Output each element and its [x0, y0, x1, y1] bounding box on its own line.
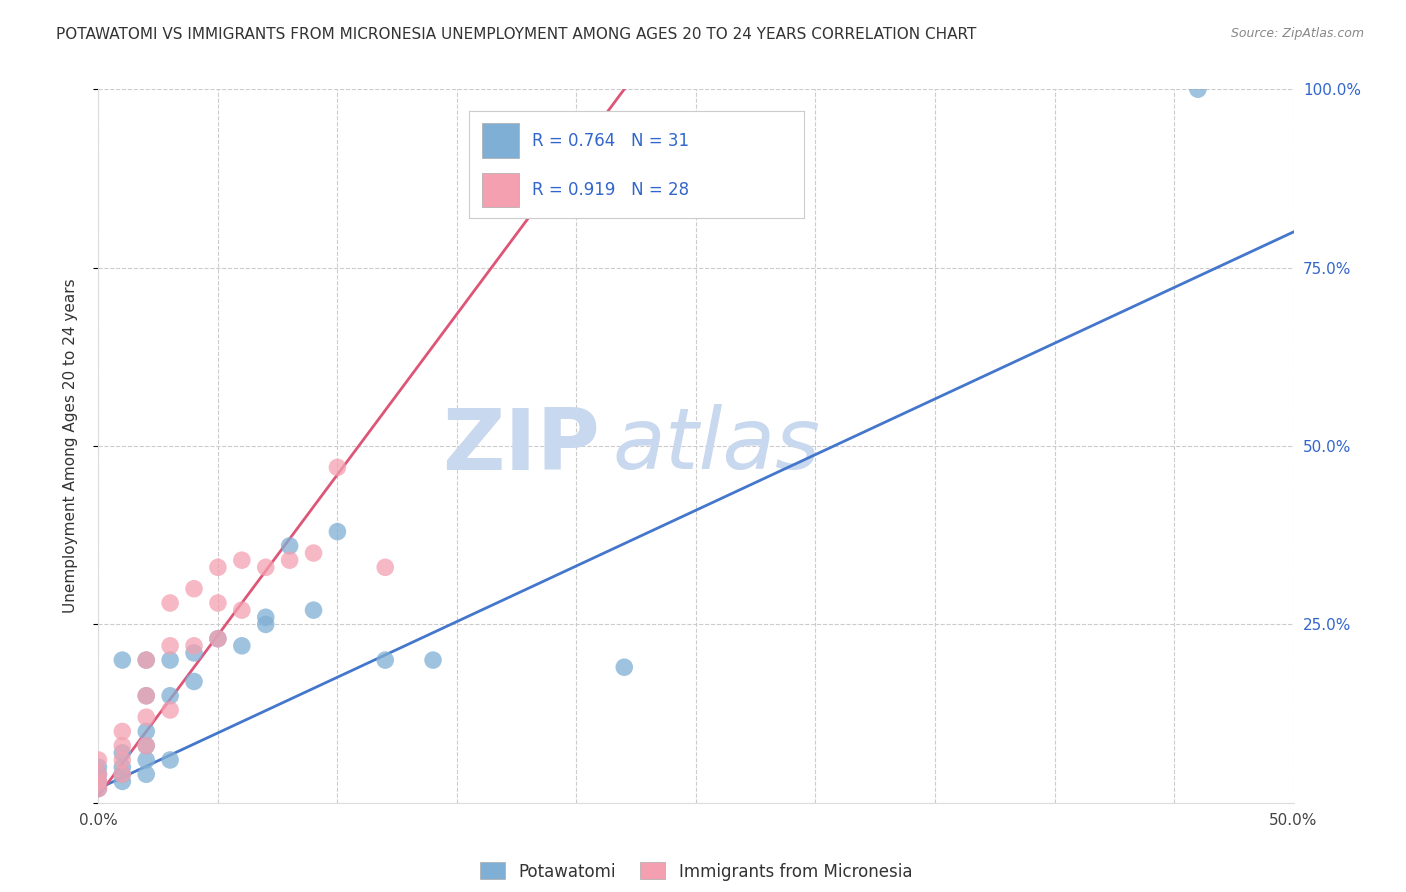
Point — [374, 560, 396, 574]
Point — [135, 739, 157, 753]
Point — [207, 632, 229, 646]
Point — [111, 746, 134, 760]
Point — [87, 781, 110, 796]
Text: ZIP: ZIP — [443, 404, 600, 488]
Point — [231, 553, 253, 567]
Point — [111, 753, 134, 767]
Point — [159, 753, 181, 767]
Point — [135, 653, 157, 667]
Point — [111, 760, 134, 774]
Point — [87, 774, 110, 789]
Point — [87, 760, 110, 774]
Point — [159, 653, 181, 667]
Point — [254, 610, 277, 624]
Point — [302, 603, 325, 617]
Point — [326, 460, 349, 475]
Point — [207, 560, 229, 574]
Point — [135, 689, 157, 703]
Point — [183, 674, 205, 689]
Point — [135, 710, 157, 724]
Point — [135, 767, 157, 781]
Point — [111, 767, 134, 781]
Point — [231, 603, 253, 617]
Point — [111, 767, 134, 781]
Legend: Potawatomi, Immigrants from Micronesia: Potawatomi, Immigrants from Micronesia — [472, 855, 920, 888]
Point — [207, 596, 229, 610]
Point — [278, 553, 301, 567]
Point — [207, 632, 229, 646]
Point — [183, 639, 205, 653]
Point — [111, 724, 134, 739]
Point — [422, 653, 444, 667]
Point — [111, 653, 134, 667]
Point — [494, 118, 516, 132]
Text: atlas: atlas — [613, 404, 820, 488]
Text: Source: ZipAtlas.com: Source: ZipAtlas.com — [1230, 27, 1364, 40]
Point — [87, 774, 110, 789]
Text: POTAWATOMI VS IMMIGRANTS FROM MICRONESIA UNEMPLOYMENT AMONG AGES 20 TO 24 YEARS : POTAWATOMI VS IMMIGRANTS FROM MICRONESIA… — [56, 27, 977, 42]
Point — [111, 774, 134, 789]
Point — [231, 639, 253, 653]
Point — [159, 689, 181, 703]
Point — [613, 660, 636, 674]
Point — [87, 767, 110, 781]
Point — [135, 653, 157, 667]
Point — [1187, 82, 1209, 96]
Point — [254, 617, 277, 632]
Point — [135, 724, 157, 739]
Point — [87, 767, 110, 781]
Point — [302, 546, 325, 560]
Point — [111, 739, 134, 753]
Point — [374, 653, 396, 667]
Point — [278, 539, 301, 553]
Point — [159, 596, 181, 610]
Point — [159, 703, 181, 717]
Point — [87, 753, 110, 767]
Y-axis label: Unemployment Among Ages 20 to 24 years: Unemployment Among Ages 20 to 24 years — [63, 278, 77, 614]
Point — [135, 689, 157, 703]
Point — [135, 739, 157, 753]
Point — [183, 646, 205, 660]
Point — [183, 582, 205, 596]
Point — [159, 639, 181, 653]
Point — [87, 781, 110, 796]
Point — [326, 524, 349, 539]
Point — [135, 753, 157, 767]
Point — [254, 560, 277, 574]
